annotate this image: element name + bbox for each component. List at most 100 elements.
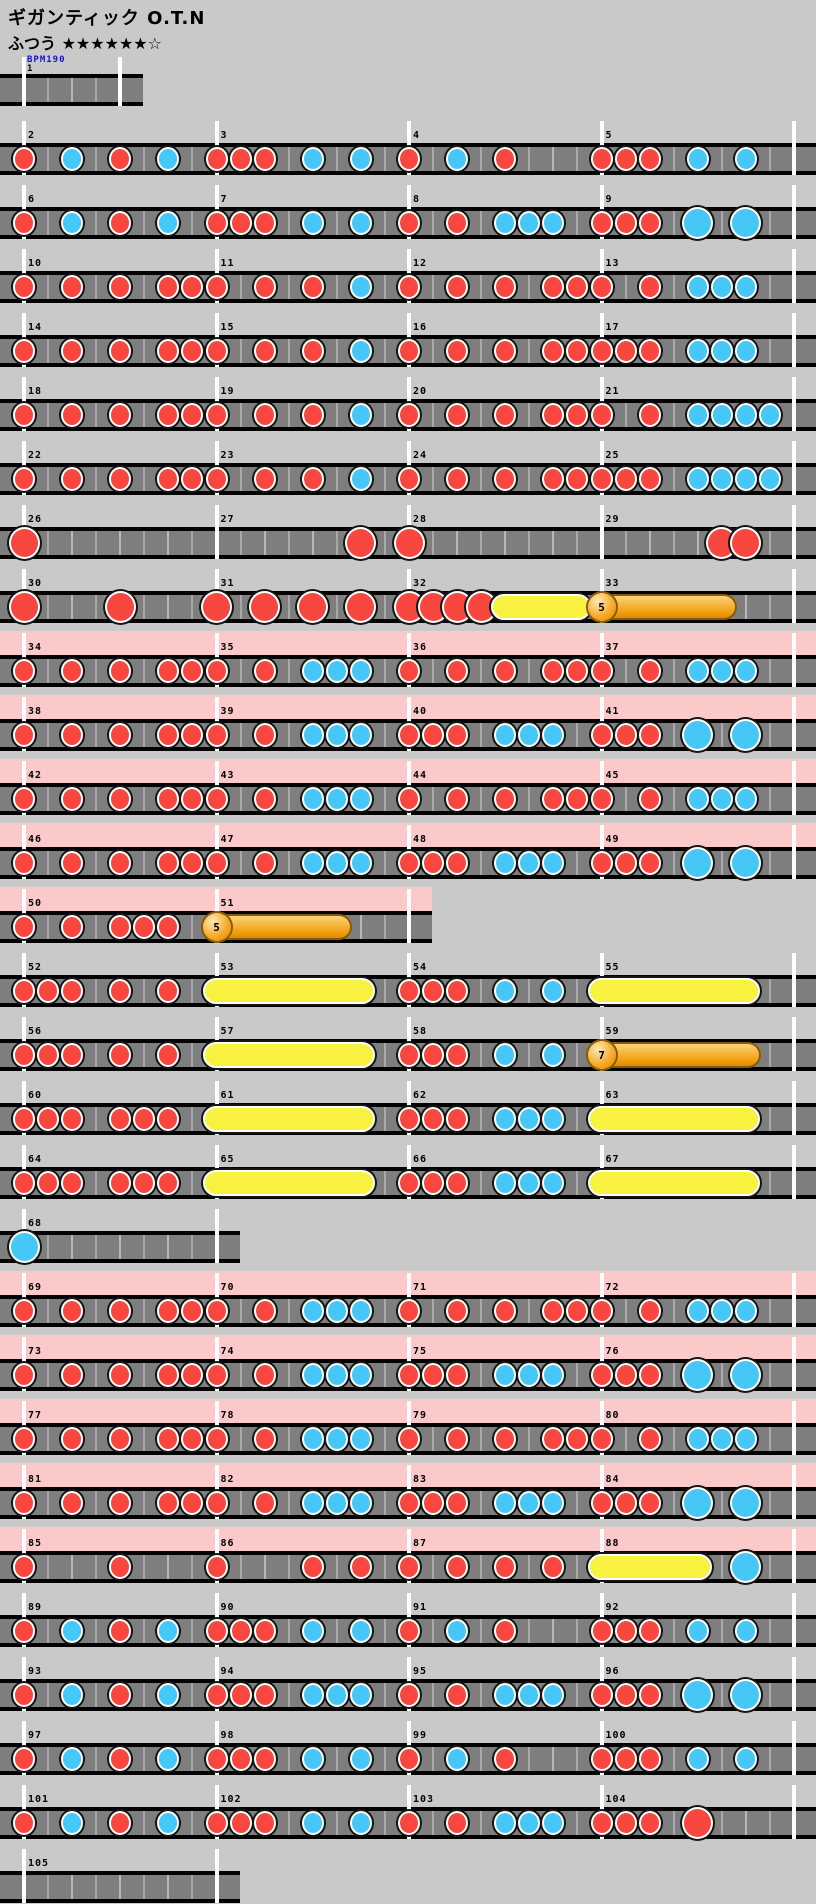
beat-gridline — [95, 339, 98, 363]
beat-gridline — [71, 1555, 74, 1579]
don-note — [157, 1363, 180, 1387]
beat-gridline — [552, 1747, 555, 1771]
measure-number: 73 — [28, 1346, 43, 1357]
beat-gridline — [383, 851, 386, 875]
measure-number: 35 — [220, 642, 235, 653]
beat-gridline — [287, 211, 290, 235]
don-note — [422, 1171, 445, 1195]
measure-number: 63 — [605, 1090, 620, 1101]
don-note — [205, 787, 228, 811]
don-note — [205, 1363, 228, 1387]
beat-gridline — [95, 1107, 98, 1131]
measure-number: 36 — [413, 642, 428, 653]
beat-gridline — [95, 787, 98, 811]
don-note — [446, 339, 469, 363]
beat-gridline — [528, 467, 531, 491]
don-note — [157, 1427, 180, 1451]
chart-row: 42 43 44 45 — [0, 751, 816, 815]
beat-gridline — [95, 1747, 98, 1771]
beat-gridline — [143, 1619, 146, 1643]
don-note — [61, 275, 84, 299]
measure-line — [407, 889, 411, 943]
beat-gridline — [239, 659, 242, 683]
don-note — [205, 467, 228, 491]
don-note — [37, 979, 60, 1003]
beat-gridline — [143, 659, 146, 683]
ka-note — [734, 147, 757, 171]
beat-gridline — [335, 595, 338, 619]
don-note — [157, 339, 180, 363]
don-note — [349, 1555, 372, 1579]
beat-gridline — [143, 1491, 146, 1515]
beat-gridline — [432, 1683, 435, 1707]
ka-note — [494, 1107, 517, 1131]
song-title: ギガンティック O.T.N — [8, 8, 206, 29]
don-note — [422, 1043, 445, 1067]
don-note — [61, 1363, 84, 1387]
don-note — [13, 723, 35, 747]
beat-gridline — [71, 1235, 74, 1259]
don-note — [205, 1491, 228, 1515]
chart-row: 73 74 75 76 — [0, 1327, 816, 1391]
don-note — [109, 1491, 132, 1515]
ka-note — [758, 403, 781, 427]
don-note — [590, 1491, 613, 1515]
beat-gridline — [239, 1363, 242, 1387]
don-note — [590, 211, 613, 235]
don-note — [229, 1747, 252, 1771]
beat-gridline — [191, 915, 194, 939]
beat-gridline — [383, 403, 386, 427]
measure-line — [792, 1721, 796, 1775]
beat-gridline — [143, 339, 146, 363]
ka-note — [686, 339, 709, 363]
measure-number: 80 — [605, 1410, 620, 1421]
ka-note — [518, 211, 541, 235]
measure-line — [214, 505, 219, 559]
don-note — [157, 979, 180, 1003]
measure-line — [792, 313, 796, 367]
ka-note — [710, 659, 733, 683]
measure-number: 90 — [220, 1602, 235, 1613]
measure-number: 30 — [28, 578, 43, 589]
beat-gridline — [648, 531, 651, 555]
beat-gridline — [768, 723, 771, 747]
don-note — [253, 467, 276, 491]
don-note — [590, 1619, 613, 1643]
beat-gridline — [95, 595, 98, 619]
don-note — [566, 339, 589, 363]
beat-gridline — [432, 531, 435, 555]
measure-number: 27 — [220, 514, 235, 525]
beat-gridline — [95, 659, 98, 683]
ka-note — [301, 1811, 324, 1835]
beat-gridline — [624, 787, 627, 811]
don-note — [542, 403, 565, 427]
beat-gridline — [624, 1299, 627, 1323]
beat-gridline — [119, 1235, 122, 1259]
don-note — [157, 467, 180, 491]
beat-gridline — [432, 1299, 435, 1323]
ka-note — [61, 1747, 84, 1771]
drumroll — [202, 978, 375, 1004]
don-note — [61, 1043, 84, 1067]
measure-number: 47 — [220, 834, 235, 845]
ka-note — [157, 1683, 180, 1707]
don-note — [253, 1619, 276, 1643]
measure-number: 16 — [413, 322, 428, 333]
ka-note — [157, 1747, 180, 1771]
beat-gridline — [528, 659, 531, 683]
don-note — [590, 723, 613, 747]
beat-gridline — [720, 1363, 723, 1387]
ka-note — [710, 1427, 733, 1451]
measure-line — [792, 1657, 796, 1711]
beat-gridline — [768, 979, 771, 1003]
beat-gridline — [47, 1619, 50, 1643]
don-note — [109, 339, 132, 363]
measure-number: 38 — [28, 706, 43, 717]
chart-row: 77 78 79 80 — [0, 1391, 816, 1455]
ka-note — [349, 1683, 372, 1707]
measure-number: 37 — [605, 642, 620, 653]
beat-gridline — [768, 595, 771, 619]
don-note — [446, 851, 469, 875]
beat-gridline — [287, 1619, 290, 1643]
beat-gridline — [432, 659, 435, 683]
